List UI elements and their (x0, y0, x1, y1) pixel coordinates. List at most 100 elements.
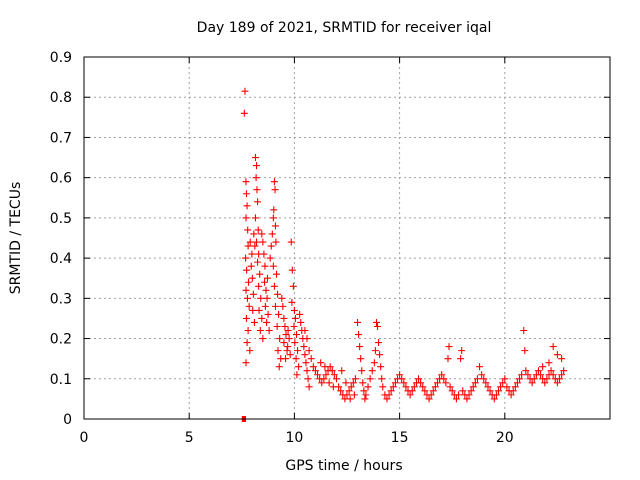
data-point (304, 375, 312, 383)
data-point (314, 371, 322, 379)
data-point (457, 355, 465, 363)
data-point (243, 339, 251, 347)
data-point (245, 278, 253, 286)
data-point (543, 375, 551, 383)
data-point (275, 310, 283, 318)
data-point (400, 379, 408, 387)
data-point (343, 391, 351, 399)
data-point (301, 351, 309, 359)
data-point (257, 294, 265, 302)
data-point (494, 387, 502, 395)
data-point (287, 238, 295, 246)
data-point (253, 238, 261, 246)
data-point (301, 327, 309, 335)
data-point (292, 355, 300, 363)
data-point (244, 242, 252, 250)
data-point (261, 302, 269, 310)
data-point (378, 375, 386, 383)
data-point (389, 383, 397, 391)
data-point (356, 343, 364, 351)
data-point (448, 387, 456, 395)
data-point (246, 238, 254, 246)
data-point (260, 250, 268, 258)
data-point (503, 383, 511, 391)
data-point (253, 162, 261, 170)
data-point (274, 290, 282, 298)
data-point (368, 367, 376, 375)
data-point (242, 254, 250, 262)
data-point (322, 371, 330, 379)
data-point (521, 347, 529, 355)
data-point (271, 186, 279, 194)
data-point (391, 379, 399, 387)
y-tick-label: 0.4 (50, 251, 72, 267)
data-point (261, 262, 269, 270)
data-point (250, 318, 258, 326)
data-point (558, 371, 566, 379)
data-point (374, 322, 382, 330)
data-point (396, 371, 404, 379)
data-point (290, 322, 298, 330)
data-point (338, 367, 346, 375)
data-point (255, 306, 263, 314)
data-point (415, 375, 423, 383)
data-point (254, 258, 262, 266)
data-point (406, 391, 414, 399)
data-point (263, 294, 271, 302)
data-point (242, 190, 250, 198)
data-point (471, 379, 479, 387)
data-point (321, 363, 329, 371)
data-point (455, 391, 463, 399)
data-point (410, 383, 418, 391)
data-point (278, 294, 286, 302)
data-point (307, 355, 315, 363)
data-point (484, 383, 492, 391)
data-point (242, 214, 250, 222)
y-tick-label: 0.7 (50, 130, 72, 146)
data-point (248, 274, 256, 282)
data-point (243, 266, 251, 274)
data-point (553, 351, 561, 359)
data-point (537, 371, 545, 379)
data-point (295, 363, 303, 371)
data-point (444, 355, 452, 363)
data-point (509, 387, 517, 395)
data-point (253, 186, 261, 194)
data-point (429, 387, 437, 395)
data-point (269, 262, 277, 270)
data-point (269, 214, 277, 222)
data-point (279, 302, 287, 310)
data-point (370, 359, 378, 367)
data-point (271, 302, 279, 310)
data-point (270, 282, 278, 290)
data-point (347, 383, 355, 391)
y-axis-label: SRMTID / TECUs (8, 182, 24, 295)
data-point (275, 363, 283, 371)
data-point (492, 391, 500, 399)
data-point (357, 355, 365, 363)
chart-title: Day 189 of 2021, SRMTID for receiver iqa… (197, 20, 492, 36)
y-tick-label: 0 (63, 412, 72, 428)
data-point (362, 391, 370, 399)
data-point (246, 347, 254, 355)
data-point (417, 379, 425, 387)
data-point (440, 375, 448, 383)
data-point (530, 375, 538, 383)
data-point (445, 343, 453, 351)
data-point (556, 375, 564, 383)
data-point (286, 351, 294, 359)
data-point (376, 351, 384, 359)
data-point (528, 379, 536, 387)
data-point (442, 379, 450, 387)
data-point (282, 331, 290, 339)
data-point (402, 383, 410, 391)
data-point (247, 262, 255, 270)
data-point (254, 198, 262, 206)
data-point (251, 242, 259, 250)
y-tick-label: 0.9 (50, 50, 72, 66)
data-point (330, 371, 338, 379)
data-point (255, 282, 263, 290)
data-point (265, 327, 273, 335)
data-point (520, 327, 528, 335)
data-point (283, 347, 291, 355)
